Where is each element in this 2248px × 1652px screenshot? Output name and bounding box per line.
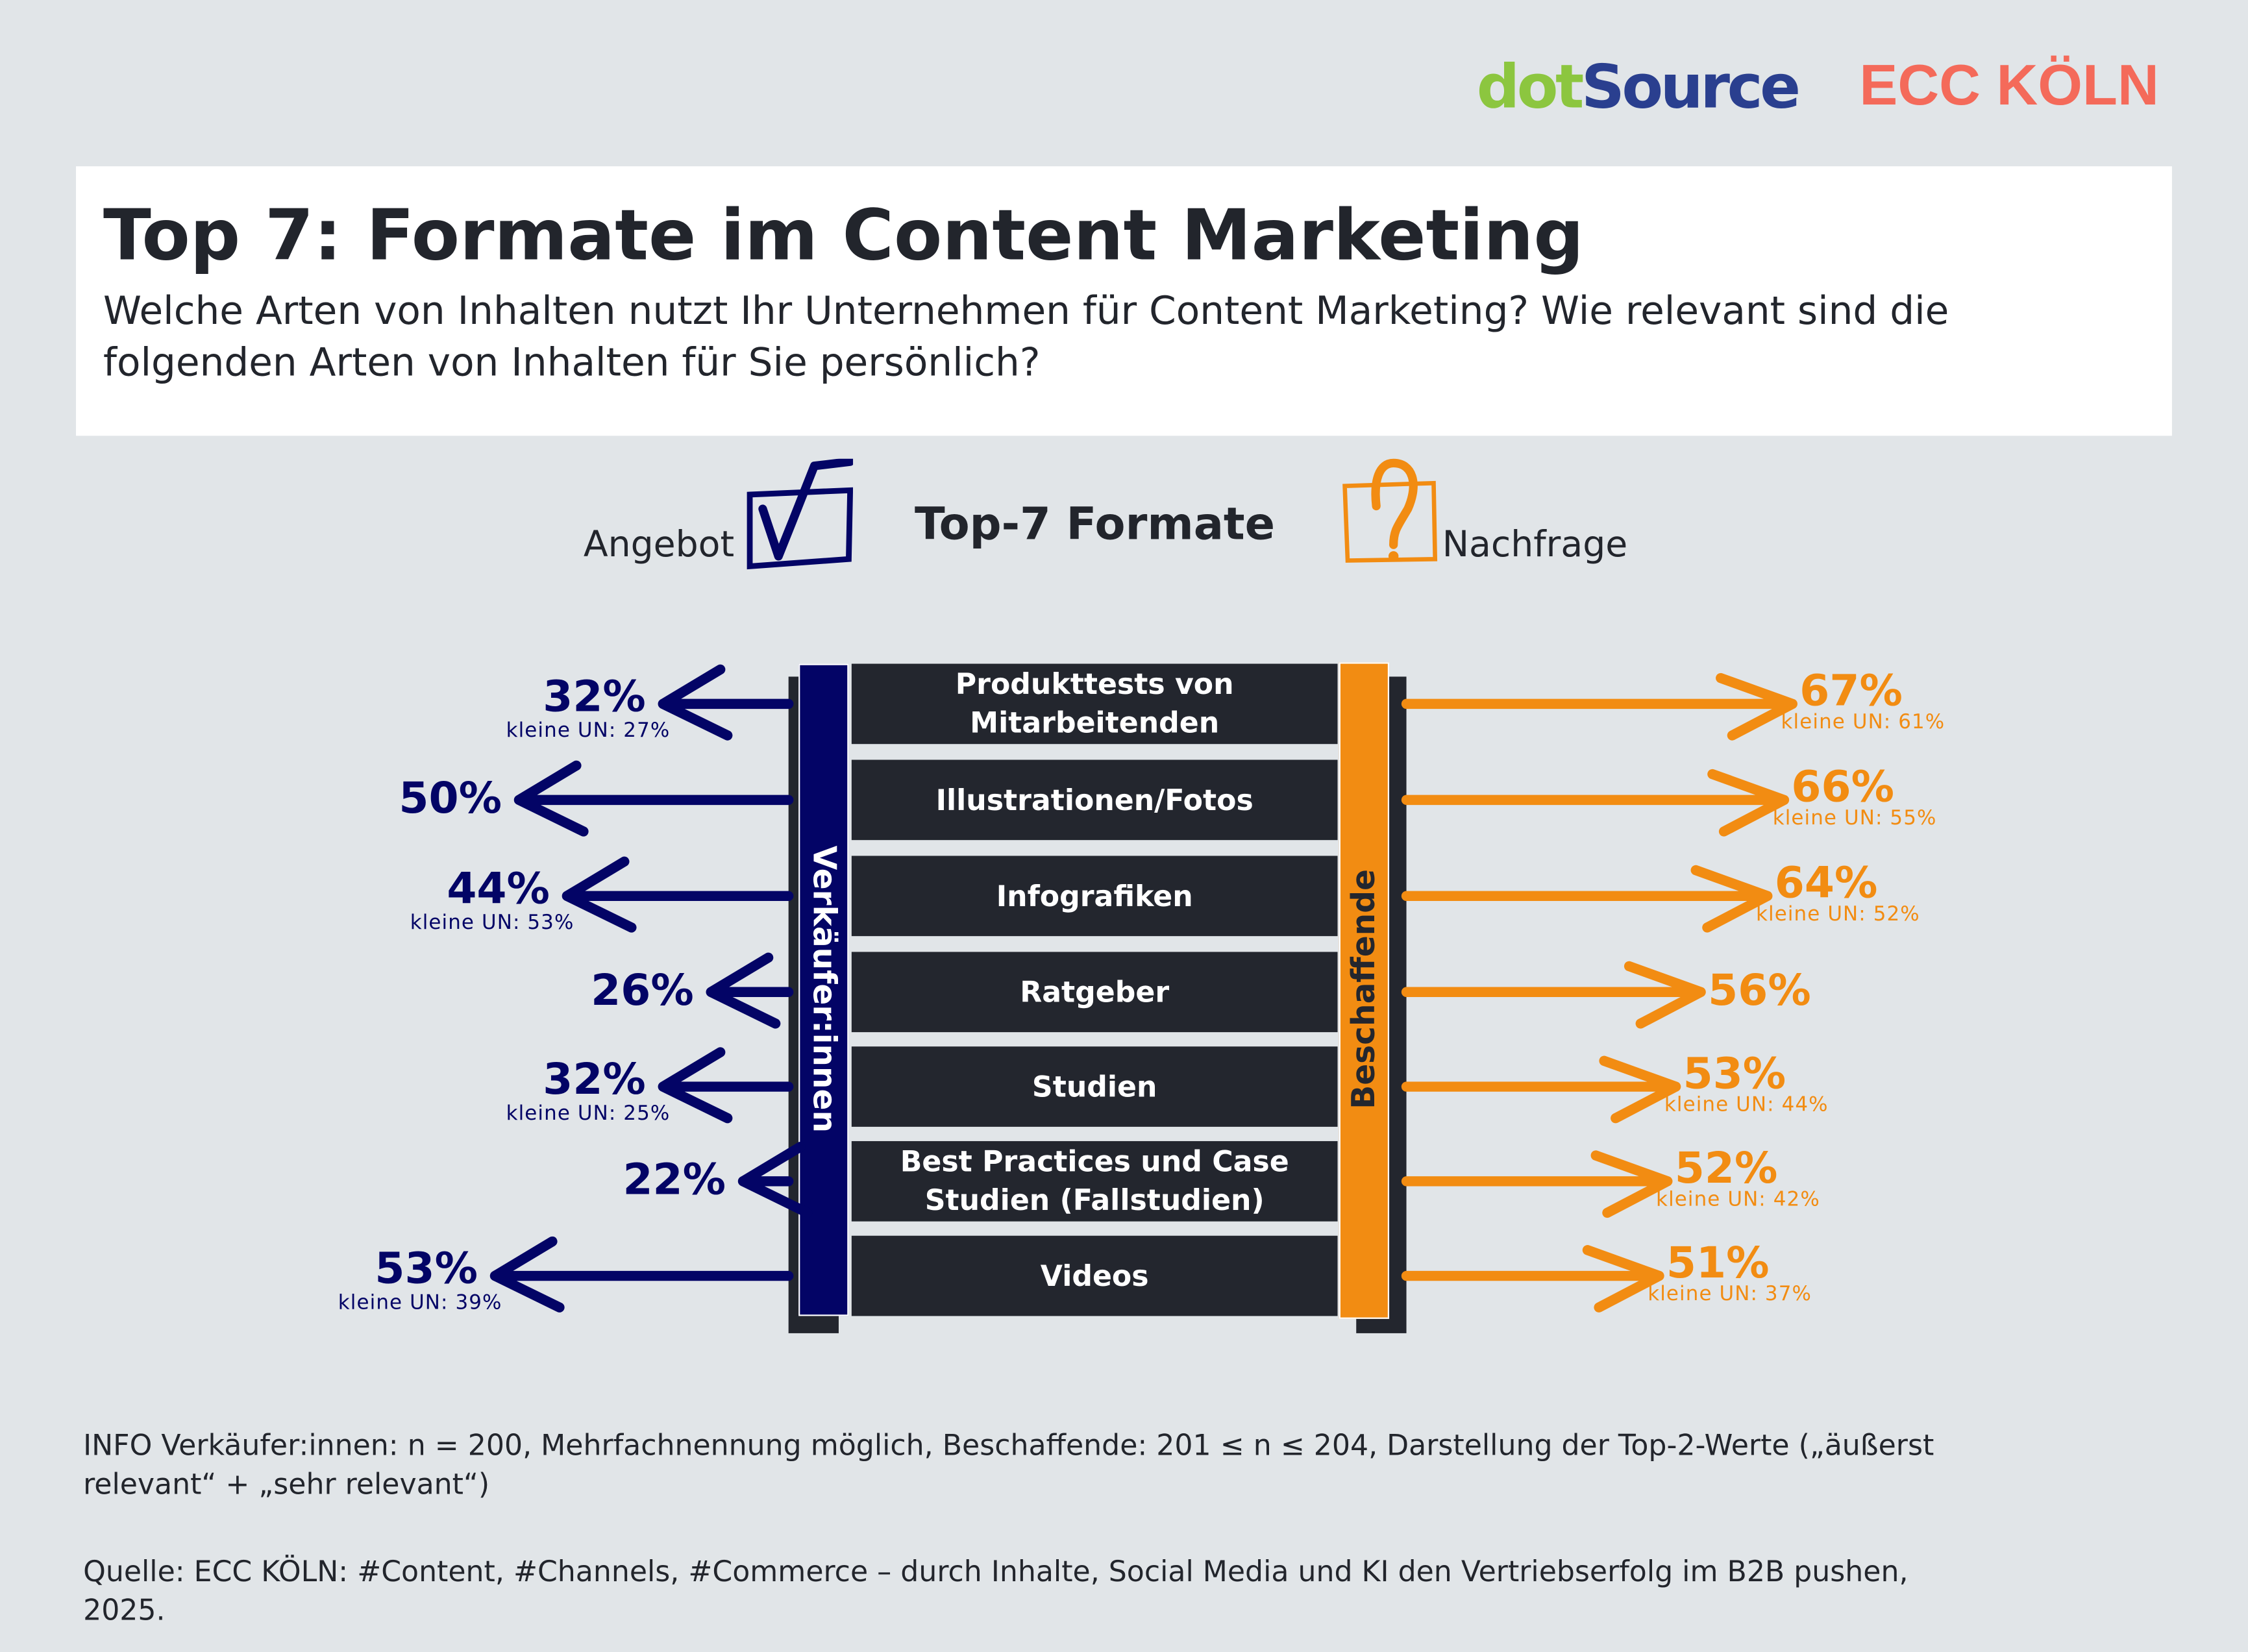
buyers-bar [1339, 662, 1390, 1319]
sellers-value: 32% [543, 672, 646, 723]
logo-part: dot [1476, 51, 1585, 122]
buyers-value: 64% [1774, 858, 1878, 909]
buyers-arrow [1401, 1150, 1673, 1218]
sellers-value: 26% [591, 966, 694, 1017]
footer-info: INFO Verkäufer:innen: n = 200, Mehrfachn… [83, 1427, 1934, 1501]
sellers-value: 22% [623, 1155, 726, 1206]
sellers-small-company-value: kleine UN: 27% [506, 719, 671, 743]
format-row: Best Practices und Case Studien (Fallstu… [851, 1140, 1338, 1222]
sellers-small-company-value: kleine UN: 25% [506, 1102, 671, 1126]
format-row: Infografiken [851, 856, 1338, 937]
header-box: Top 7: Formate im Content Marketing Welc… [76, 166, 2172, 436]
format-row: Videos [851, 1235, 1338, 1316]
buyers-value: 56% [1708, 966, 1811, 1017]
sellers-arrow [513, 760, 794, 837]
buyers-arrow [1401, 1055, 1681, 1124]
buyers-arrow [1401, 672, 1797, 741]
legend-offer: Angebot [583, 523, 735, 565]
checkbox-check-icon [747, 458, 854, 570]
sellers-value: 44% [447, 864, 550, 915]
legend-demand: Nachfrage [1442, 523, 1628, 565]
sellers-arrow [737, 1142, 813, 1218]
sellers-arrow [562, 856, 794, 933]
buyers-value: 66% [1791, 762, 1895, 813]
sellers-arrow [706, 952, 794, 1029]
buyers-arrow [1401, 1245, 1664, 1313]
buyers-arrow [1401, 865, 1773, 933]
logo-part: Source [1581, 51, 1801, 122]
buyers-arrow [1401, 769, 1790, 837]
buyers-small-company-value: kleine UN: 44% [1664, 1094, 1829, 1117]
buyers-small-company-value: kleine UN: 55% [1772, 807, 1937, 830]
page-subtitle: Welche Arten von Inhalten nutzt Ihr Unte… [103, 290, 1949, 386]
buyers-value: 53% [1683, 1049, 1786, 1100]
question-box-icon [1342, 458, 1438, 563]
format-row: Produkttests von Mitarbeitenden [851, 663, 1338, 745]
sellers-small-company-value: kleine UN: 39% [338, 1291, 502, 1315]
buyers-value: 67% [1799, 666, 1903, 717]
sellers-value: 50% [399, 774, 502, 824]
buyers-small-company-value: kleine UN: 61% [1781, 711, 1945, 734]
page-title: Top 7: Formate im Content Marketing [103, 195, 1584, 277]
format-row: Ratgeber [851, 952, 1338, 1033]
buyers-value: 51% [1666, 1239, 1770, 1289]
buyers-arrow [1401, 961, 1706, 1029]
footer-source: Quelle: ECC KÖLN: #Content, #Channels, #… [83, 1554, 1908, 1627]
legend-center-title: Top-7 Formate [915, 499, 1276, 551]
sellers-arrow [658, 1047, 794, 1124]
sellers-value: 32% [543, 1055, 646, 1105]
sellers-arrow [658, 664, 794, 741]
ecc-koeln-logo: ECC KÖLN [1859, 54, 2159, 118]
sellers-small-company-value: kleine UN: 53% [410, 911, 574, 935]
sellers-value: 53% [375, 1244, 478, 1295]
sellers-bar [798, 663, 849, 1316]
format-row: Illustrationen/Fotos [851, 759, 1338, 841]
buyers-value: 52% [1674, 1144, 1778, 1194]
buyers-small-company-value: kleine UN: 52% [1756, 903, 1920, 926]
buyers-small-company-value: kleine UN: 42% [1656, 1188, 1820, 1212]
sellers-arrow [489, 1236, 794, 1313]
buyers-small-company-value: kleine UN: 37% [1648, 1283, 1812, 1306]
dotsource-logo: dotSource [1476, 51, 1801, 122]
format-row: Studien [851, 1046, 1338, 1127]
